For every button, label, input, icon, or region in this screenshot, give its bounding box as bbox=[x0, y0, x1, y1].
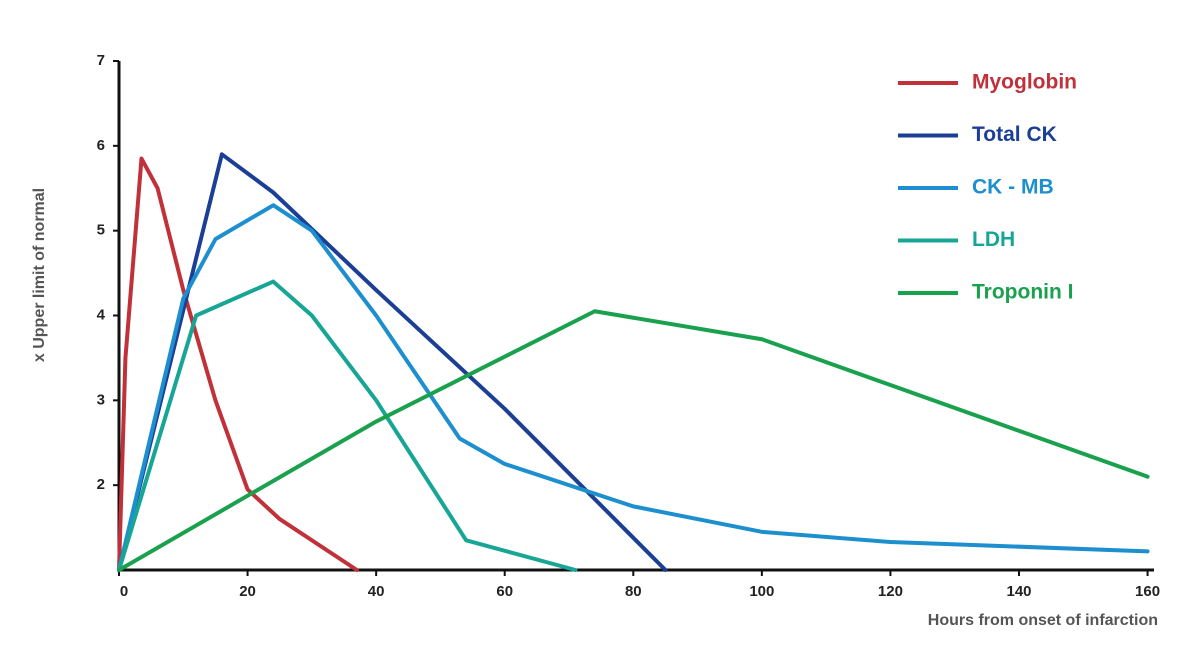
y-tick-label: 3 bbox=[97, 391, 105, 408]
legend-label: Total CK bbox=[972, 123, 1057, 146]
y-tick-label: 7 bbox=[97, 52, 105, 69]
x-tick-label: 0 bbox=[120, 583, 128, 600]
x-tick-label: 100 bbox=[749, 583, 774, 600]
legend-label: Troponin I bbox=[972, 281, 1073, 304]
x-tick-label: 40 bbox=[368, 583, 385, 600]
series-line bbox=[117, 279, 578, 572]
series-line bbox=[117, 309, 1150, 572]
y-axis-label: x Upper limit of normal bbox=[31, 188, 48, 362]
x-tick-label: 120 bbox=[878, 583, 903, 600]
series-line bbox=[117, 203, 1150, 572]
y-tick-label: 4 bbox=[97, 306, 106, 323]
series-line bbox=[117, 156, 359, 572]
x-tick-label: 20 bbox=[239, 583, 256, 600]
y-tick-label: 5 bbox=[97, 222, 105, 239]
y-tick-label: 6 bbox=[97, 137, 105, 154]
x-tick-label: 160 bbox=[1135, 583, 1160, 600]
x-tick-label: 140 bbox=[1006, 583, 1031, 600]
series-line bbox=[117, 152, 668, 572]
x-axis-label: Hours from onset of infarction bbox=[928, 612, 1158, 629]
x-tick-label: 80 bbox=[625, 583, 642, 600]
legend-label: LDH bbox=[972, 228, 1015, 251]
legend-label: Myoglobin bbox=[972, 71, 1077, 94]
legend-label: CK - MB bbox=[972, 176, 1054, 199]
x-tick-label: 60 bbox=[496, 583, 513, 600]
y-tick-label: 2 bbox=[97, 476, 105, 493]
